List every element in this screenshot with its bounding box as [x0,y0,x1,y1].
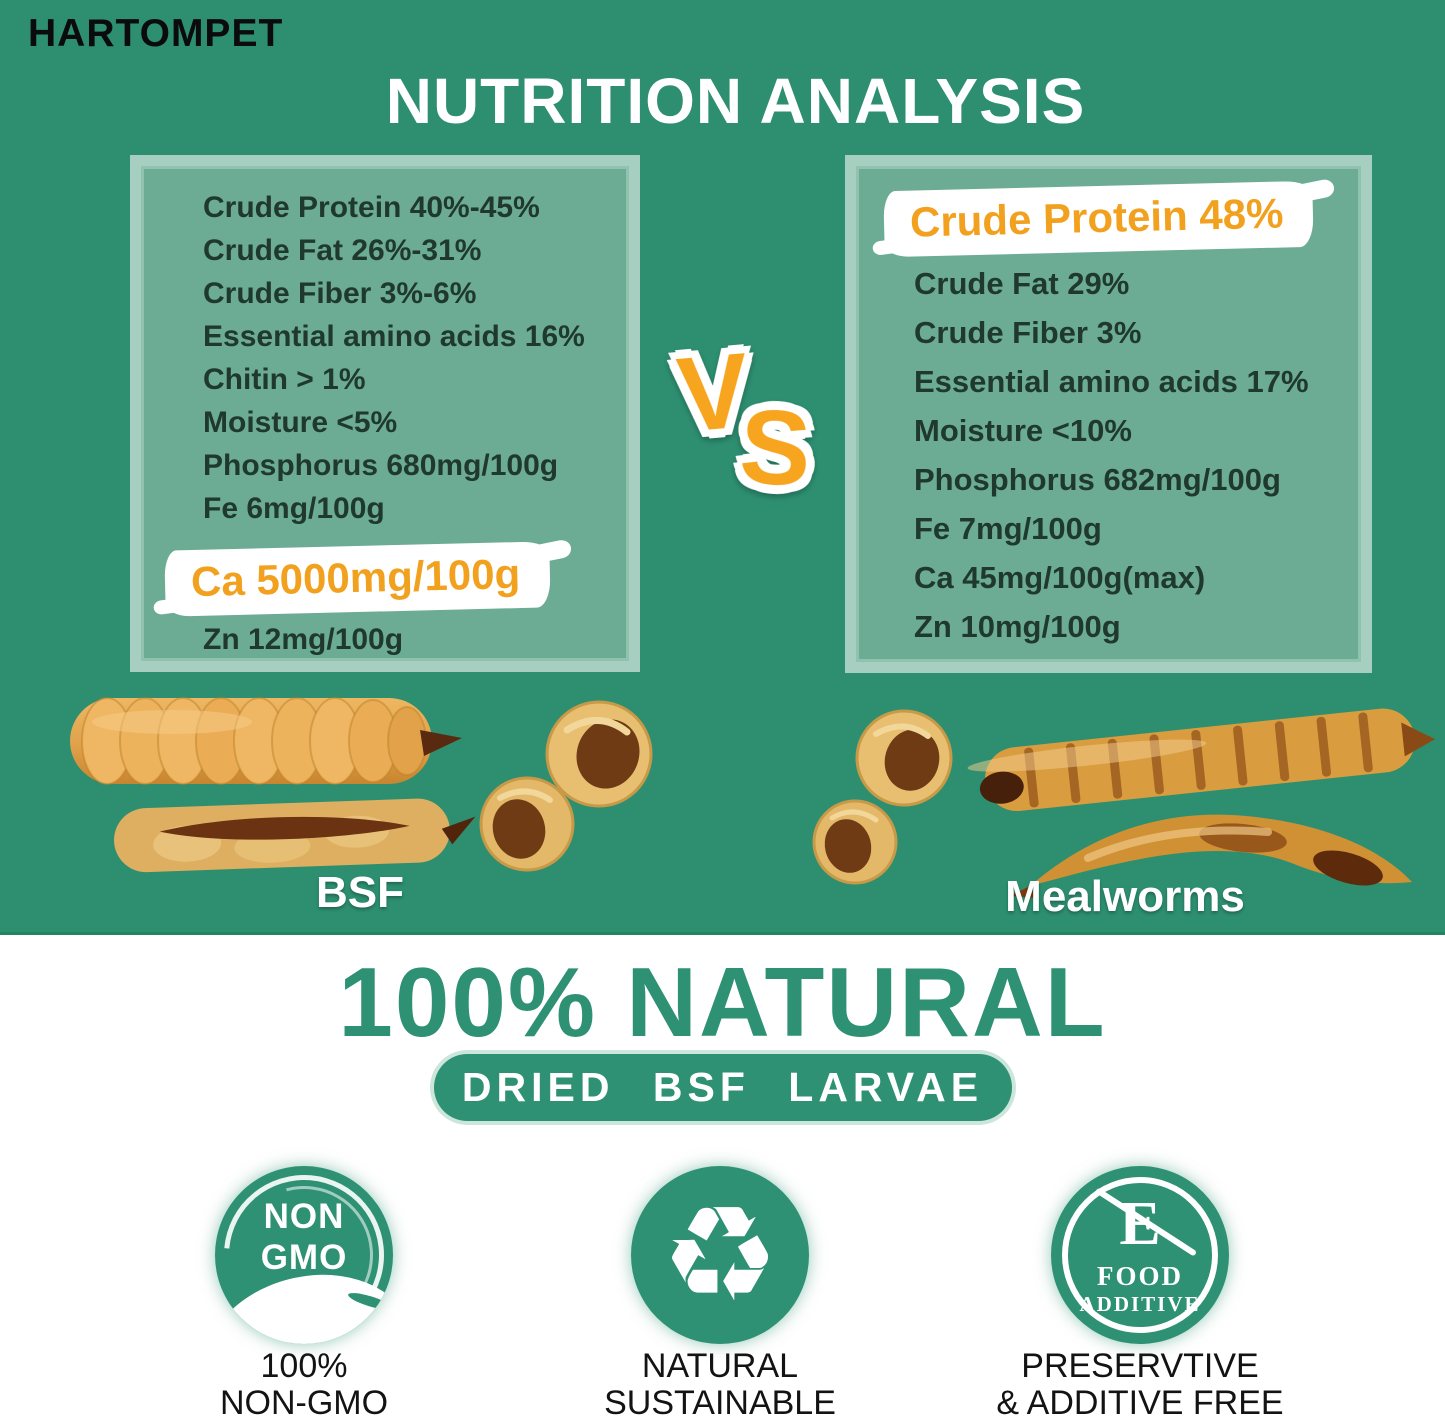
caption-line: PRESERVTIVE [1021,1347,1259,1385]
badge-non-gmo: NON GMO 100% NON-GMO [134,1166,474,1418]
bsf-nutrition-row: Chitin > 1% [203,363,366,396]
non-gmo-icon: NON GMO [215,1166,393,1344]
mealworms-nutrition-row: Zn 10mg/100g [914,609,1121,644]
caption-line: SUSTAINABLE [604,1384,836,1418]
mealworms-nutrition-row: Phosphorus 682mg/100g [914,462,1281,497]
bsf-nutrition-row: Zn 12mg/100g [203,623,404,656]
bsf-nutrition-row: Essential amino acids 16% [203,320,585,353]
bsf-nutrition-row: Phosphorus 680mg/100g [203,449,559,482]
mealworms-protein-value: Crude Protein 48% [909,189,1284,246]
mealworms-image [812,708,1436,898]
caption-line: 100% [260,1347,348,1385]
e-food-additive-content: E FOOD ADDITIVE [1051,1166,1229,1344]
mealworms-label: Mealworms [1005,872,1245,921]
bsf-nutrition-panel: Crude Protein 40%-45% Crude Fat 26%-31% … [130,155,640,672]
caption-line: NATURAL [641,1347,799,1385]
mealworms-nutrition-row: Crude Fat 29% [914,266,1130,301]
mealworms-nutrition-panel: Crude Protein 48% Crude Fat 29% Crude Fi… [845,155,1372,673]
food-word: FOOD [1097,1261,1183,1291]
bsf-nutrition-row: Fe 6mg/100g [203,492,385,525]
brand-logo: HARTOMPET [28,12,284,55]
bsf-label: BSF [316,868,404,917]
mealworms-nutrition-row: Ca 45mg/100g(max) [914,560,1206,595]
additive-word: ADDITIVE [1079,1292,1201,1316]
bsf-nutrition-row: Crude Fat 26%-31% [203,234,482,267]
caption-line: NON-GMO [219,1384,389,1418]
natural-headline: 100% NATURAL [338,947,1107,1057]
bsf-calcium-highlight: Ca 5000mg/100g [164,541,551,617]
dried-bsf-larvae-pill: DRIED BSF LARVAE [433,1054,1012,1121]
bsf-larvae-image [70,697,653,873]
bsf-nutrition-row: Crude Protein 40%-45% [203,191,540,224]
bsf-nutrition-row: Crude Fiber 3%-6% [203,277,477,310]
vs-letter-s: S [736,387,814,509]
mealworms-protein-highlight: Crude Protein 48% [883,180,1315,258]
non-gmo-text-top: NON [263,1197,345,1236]
page-title: NUTRITION ANALYSIS [385,65,1086,137]
bsf-calcium-value: Ca 5000mg/100g [190,550,521,606]
mealworms-nutrition-row: Essential amino acids 17% [914,364,1309,399]
vs-badge: V S [673,331,838,510]
recycle-icon: ♻ [631,1166,809,1344]
mealworms-nutrition-row: Crude Fiber 3% [914,315,1142,350]
non-gmo-text-bottom: GMO [260,1238,348,1277]
badge-inner-ring [1062,1177,1218,1333]
badge-additive-free: E FOOD ADDITIVE PRESERVTIVE & ADDITIVE F… [950,1166,1330,1418]
pill-label: DRIED BSF LARVAE [461,1064,984,1110]
badge-sustainable: ♻ NATURAL SUSTAINABLE [550,1166,890,1418]
badge-caption: 100% NON-GMO [134,1348,474,1418]
e-food-additive-icon: E FOOD ADDITIVE [1051,1166,1229,1344]
recycle-glyph: ♻ [660,1178,780,1332]
badge-caption: NATURAL SUSTAINABLE [550,1348,890,1418]
mealworms-nutrition-row: Fe 7mg/100g [914,511,1102,546]
caption-line: & ADDITIVE FREE [996,1384,1284,1418]
bsf-nutrition-row: Moisture <5% [203,406,398,439]
mealworms-nutrition-row: Moisture <10% [914,413,1132,448]
non-gmo-icon-text: NON GMO [215,1196,393,1278]
badge-caption: PRESERVTIVE & ADDITIVE FREE [950,1348,1330,1418]
